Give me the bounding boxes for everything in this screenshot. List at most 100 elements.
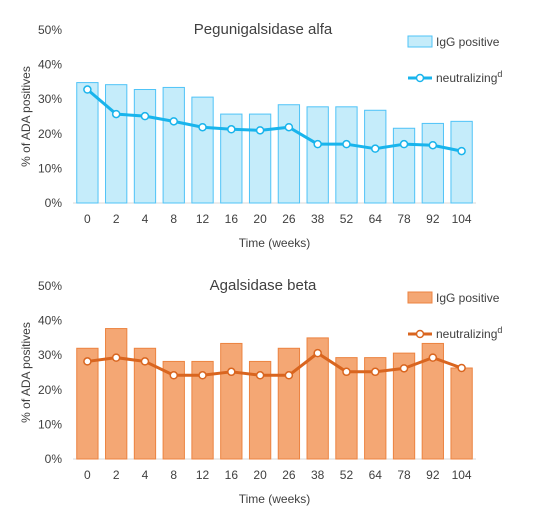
- x-tick-label: 78: [397, 212, 411, 226]
- series-point: [140, 357, 150, 366]
- chart-agalsidase-beta: Agalsidase beta% of ADA positives0%10%20…: [19, 277, 502, 506]
- series-point: [169, 371, 178, 380]
- chart-pegunigalsidase-alfa: Pegunigalsidase alfa % of ADA positives 0%…: [19, 21, 502, 250]
- legend-label-bar: IgG positive: [436, 291, 500, 305]
- chart-title: Pegunigalsidase alfa: [194, 21, 333, 38]
- y-tick-label: 50%: [38, 279, 62, 293]
- series-point: [255, 126, 265, 135]
- bar: [105, 84, 128, 204]
- y-axis-label: % of ADA positives: [19, 322, 33, 423]
- series-point: [111, 353, 121, 362]
- series-point: [198, 122, 207, 132]
- x-tick-label: 38: [311, 468, 325, 482]
- bar: [450, 367, 473, 460]
- bar: [450, 120, 473, 204]
- bar: [421, 342, 444, 460]
- x-tick-label: 52: [340, 212, 354, 226]
- legend-swatch-bar: [407, 291, 433, 304]
- legend-label-line: neutralizingd: [436, 325, 502, 341]
- y-tick-label: 30%: [38, 92, 62, 106]
- y-tick-label: 50%: [38, 23, 62, 37]
- series-point: [371, 367, 380, 377]
- x-tick-label: 38: [311, 212, 325, 226]
- legend-swatch-point: [415, 73, 425, 83]
- y-tick-label: 10%: [38, 417, 62, 431]
- series-line: [86, 88, 462, 153]
- y-tick-label: 40%: [38, 58, 62, 72]
- series-point: [371, 144, 380, 153]
- series-point: [342, 139, 351, 149]
- series-point: [342, 367, 351, 377]
- series-point: [399, 139, 409, 149]
- x-tick-label: 8: [170, 468, 177, 482]
- series-point: [255, 371, 265, 380]
- series-point: [111, 109, 121, 119]
- bar: [105, 328, 128, 460]
- x-tick-label: 104: [452, 468, 472, 482]
- bar: [76, 347, 99, 460]
- legend-swatch-point: [415, 329, 425, 339]
- x-tick-label: 8: [170, 212, 177, 226]
- series-point: [428, 353, 438, 362]
- series-point: [83, 85, 92, 94]
- bar: [162, 86, 185, 204]
- x-tick-label: 92: [426, 212, 440, 226]
- x-tick-label: 20: [253, 468, 267, 482]
- y-tick-label: 10%: [38, 161, 62, 175]
- series-point: [227, 125, 236, 134]
- x-tick-label: 0: [84, 468, 91, 482]
- x-axis-label: Time (weeks): [239, 236, 311, 250]
- series-point: [83, 357, 92, 366]
- series-point: [169, 117, 178, 126]
- bar: [133, 347, 157, 460]
- bar: [364, 357, 387, 460]
- bar: [191, 360, 214, 460]
- series-point: [227, 367, 236, 377]
- x-tick-label: 2: [113, 212, 120, 226]
- x-tick-label: 64: [369, 468, 383, 482]
- bar: [421, 122, 444, 204]
- x-tick-label: 20: [253, 212, 267, 226]
- x-tick-label: 26: [282, 468, 296, 482]
- bar: [277, 347, 301, 460]
- bar: [133, 89, 157, 204]
- x-tick-label: 4: [142, 212, 149, 226]
- bar: [220, 342, 243, 460]
- x-tick-label: 4: [142, 468, 149, 482]
- series-point: [198, 371, 207, 380]
- x-tick-label: 2: [113, 468, 120, 482]
- legend-label-bar: IgG positive: [436, 35, 500, 49]
- x-tick-label: 12: [196, 212, 210, 226]
- y-axis-label: % of ADA positives: [19, 66, 33, 167]
- bar: [248, 360, 272, 460]
- x-axis-label: Time (weeks): [239, 492, 311, 506]
- legend-label-line-text: neutralizing: [436, 71, 497, 85]
- bar: [392, 352, 416, 460]
- x-tick-label: 64: [369, 212, 383, 226]
- bar: [306, 337, 329, 460]
- x-tick-label: 0: [84, 212, 91, 226]
- legend-label-line-superscript: d: [497, 69, 502, 79]
- series-point: [457, 363, 466, 373]
- bar: [335, 106, 358, 204]
- x-tick-label: 92: [426, 468, 440, 482]
- series-point: [284, 122, 294, 132]
- legend-label-line: neutralizingd: [436, 69, 502, 85]
- x-tick-label: 52: [340, 468, 354, 482]
- bar: [220, 113, 243, 204]
- x-tick-label: 78: [397, 468, 411, 482]
- x-tick-label: 26: [282, 212, 296, 226]
- y-tick-label: 20%: [38, 127, 62, 141]
- bar: [191, 96, 214, 204]
- bar: [306, 106, 329, 204]
- series-point: [428, 140, 438, 150]
- y-tick-label: 0%: [45, 452, 63, 466]
- bar: [277, 104, 301, 204]
- series-point: [140, 111, 150, 121]
- series-point: [457, 146, 466, 156]
- x-tick-label: 16: [225, 212, 239, 226]
- bar: [335, 357, 358, 460]
- legend-swatch-bar: [407, 35, 433, 48]
- bar: [162, 360, 185, 460]
